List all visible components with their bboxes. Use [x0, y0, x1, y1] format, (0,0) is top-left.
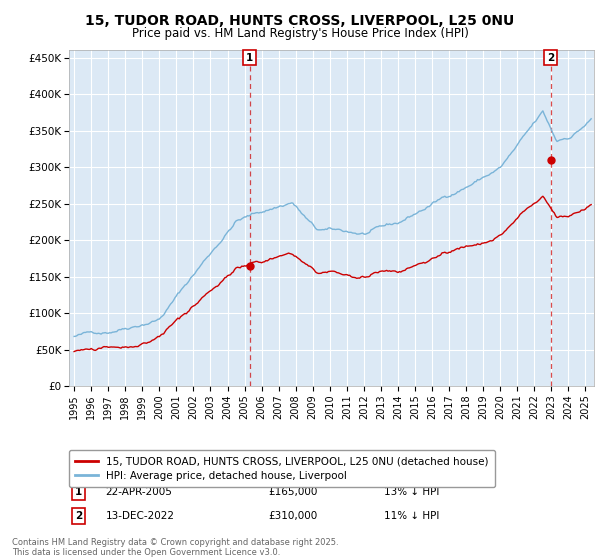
Text: £310,000: £310,000: [269, 511, 318, 521]
Text: 2: 2: [547, 53, 554, 63]
Text: 11% ↓ HPI: 11% ↓ HPI: [384, 511, 439, 521]
Text: Contains HM Land Registry data © Crown copyright and database right 2025.
This d: Contains HM Land Registry data © Crown c…: [12, 538, 338, 557]
Text: £165,000: £165,000: [269, 487, 318, 497]
Text: 1: 1: [75, 487, 82, 497]
Legend: 15, TUDOR ROAD, HUNTS CROSS, LIVERPOOL, L25 0NU (detached house), HPI: Average p: 15, TUDOR ROAD, HUNTS CROSS, LIVERPOOL, …: [69, 450, 495, 487]
Text: 15, TUDOR ROAD, HUNTS CROSS, LIVERPOOL, L25 0NU: 15, TUDOR ROAD, HUNTS CROSS, LIVERPOOL, …: [85, 14, 515, 28]
Text: Price paid vs. HM Land Registry's House Price Index (HPI): Price paid vs. HM Land Registry's House …: [131, 27, 469, 40]
Text: 1: 1: [246, 53, 253, 63]
Text: 22-APR-2005: 22-APR-2005: [106, 487, 173, 497]
Text: 2: 2: [75, 511, 82, 521]
Text: 13-DEC-2022: 13-DEC-2022: [106, 511, 175, 521]
Text: 13% ↓ HPI: 13% ↓ HPI: [384, 487, 439, 497]
